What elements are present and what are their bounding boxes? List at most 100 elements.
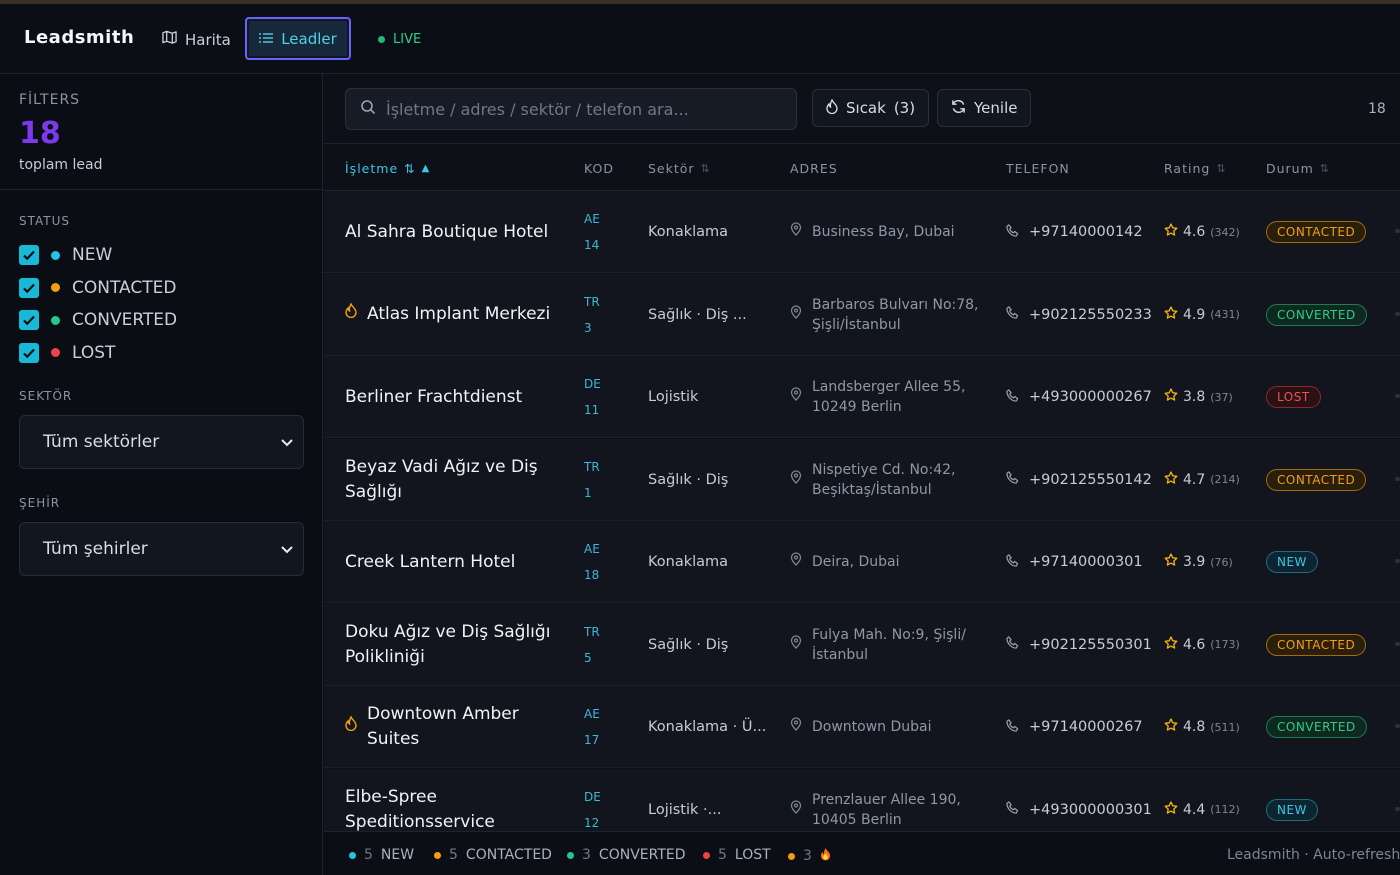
chevron-down-icon: [281, 539, 293, 559]
status-dot: [567, 851, 574, 859]
rating-value: 4.7: [1183, 471, 1206, 488]
lead-number: 14: [584, 238, 600, 252]
business-name: Creek Lantern Hotel: [345, 551, 516, 572]
phone-cell[interactable]: +97140000301: [1006, 521, 1143, 603]
hot-filter-count: (3): [893, 99, 916, 117]
table-row[interactable]: Creek Lantern Hotel AE 18 Konaklama Deira, D…: [324, 521, 1400, 603]
sector-text: Konaklama: [648, 554, 729, 570]
table-row[interactable]: Atlas Implant Merkezi TR 3 Sağlık · Diş ...…: [324, 273, 1400, 356]
flame-icon: [345, 302, 357, 327]
star-icon: [1164, 553, 1178, 571]
checkbox-checked-icon[interactable]: [19, 310, 39, 331]
rating-value: 3.9: [1183, 554, 1206, 570]
footer-stat-count: 5: [364, 847, 373, 863]
table-row[interactable]: Downtown Amber Suites AE 17 Konaklama · Ü..…: [324, 686, 1400, 768]
location-pin-icon: [790, 717, 802, 737]
phone-cell[interactable]: +493000000301: [1006, 769, 1152, 832]
kod-cell: DE 12: [584, 769, 624, 832]
phone-cell[interactable]: +902125550233: [1006, 274, 1152, 356]
phone-icon: [1006, 306, 1019, 323]
phone-text: +902125550301: [1029, 636, 1152, 653]
location-pin-icon: [790, 634, 802, 655]
review-count: (342): [1210, 225, 1240, 239]
search-box[interactable]: [345, 88, 797, 130]
row-action-handle[interactable]: [1395, 229, 1400, 233]
checkbox-checked-icon[interactable]: [19, 277, 39, 298]
phone-cell[interactable]: +493000000267: [1006, 356, 1152, 438]
lead-number: 1: [584, 485, 592, 500]
sector-cell: Konaklama: [648, 191, 728, 273]
sector-heading: SEKTÖR: [19, 389, 73, 403]
column-header-sector[interactable]: Sektör ⇅: [648, 161, 711, 176]
footer-stat-label: NEW: [380, 847, 415, 863]
status-filter-new[interactable]: NEW: [19, 239, 177, 272]
status-filter-contacted[interactable]: CONTACTED: [19, 272, 177, 305]
hot-filter-button[interactable]: Sıcak (3): [812, 89, 930, 127]
table-row[interactable]: Beyaz Vadi Ağız ve Diş Sağlığı TR 1 Sağlık …: [324, 438, 1400, 521]
column-kod-label: KOD: [584, 161, 614, 176]
review-count: (511): [1210, 720, 1240, 734]
phone-cell[interactable]: +97140000267: [1006, 686, 1143, 768]
rating-value: 4.9: [1183, 306, 1206, 323]
table-row[interactable]: Elbe-Spree Speditionsservice DE 12 Lojistik…: [324, 768, 1400, 832]
phone-text: +97140000267: [1029, 719, 1143, 735]
row-action-handle[interactable]: [1395, 806, 1400, 811]
footer-brand: Leadsmith · Auto-refresh 3: [1227, 847, 1400, 863]
column-header-business[interactable]: İşletme ⇅ ▲: [345, 161, 430, 176]
status-badge: CONVERTED: [1266, 716, 1367, 738]
city-select[interactable]: Tüm şehirler: [19, 522, 304, 576]
row-action-handle[interactable]: [1395, 559, 1400, 563]
sector-cell: Lojistik: [648, 356, 698, 438]
address-text: Landsberger Allee 55, 10249 Berlin: [812, 379, 966, 415]
column-address-label: ADRES: [790, 161, 838, 176]
nav-leads-button[interactable]: Leadler: [245, 17, 351, 60]
phone-text: +97140000142: [1029, 224, 1143, 240]
country-code: TR: [584, 459, 600, 474]
sector-select[interactable]: Tüm sektörler: [19, 415, 304, 469]
filters-heading: FİLTERS: [19, 92, 81, 108]
footer-stat-count: 5: [718, 847, 727, 863]
sector-cell: Sağlık · Diş: [648, 604, 728, 686]
column-header-status[interactable]: Durum ⇅: [1266, 161, 1330, 176]
status-filter-converted[interactable]: CONVERTED: [19, 304, 177, 337]
phone-cell[interactable]: +902125550142: [1006, 439, 1152, 521]
hot-filter-label: Sıcak: [846, 99, 886, 117]
column-phone-label: TELEFON: [1006, 161, 1070, 176]
table-row[interactable]: Doku Ağız ve Diş Sağlığı Polikliniği TR 5 S…: [324, 603, 1400, 686]
phone-text: +902125550142: [1029, 471, 1152, 488]
table-row[interactable]: Al Sahra Boutique Hotel AE 14 Konaklama Busi…: [324, 191, 1400, 273]
footer-stat-new: 5 NEW: [349, 847, 414, 863]
status-dot: [434, 851, 441, 859]
status-dot: [51, 250, 60, 260]
star-icon: [1164, 470, 1178, 489]
filters-sidebar: FİLTERS 18 toplam lead STATUS NEW CONTACT…: [0, 74, 323, 875]
kod-cell: DE 11: [584, 356, 624, 438]
sector-text: Konaklama: [648, 224, 729, 240]
address-cell: Prenzlauer Allee 190, 10405 Berlin: [790, 769, 990, 832]
row-action-handle[interactable]: [1395, 476, 1400, 481]
column-header-rating[interactable]: Rating ⇅: [1164, 161, 1227, 176]
status-filter-lost[interactable]: LOST: [19, 337, 177, 370]
checkbox-checked-icon[interactable]: [19, 342, 39, 363]
phone-cell[interactable]: +902125550301: [1006, 604, 1152, 686]
phone-cell[interactable]: +97140000142: [1006, 191, 1143, 273]
lead-number: 17: [584, 733, 600, 747]
total-lead-label: toplam lead: [19, 157, 103, 173]
sector-text: Sağlık · Diş: [648, 471, 729, 488]
sector-text: Lojistik: [648, 389, 699, 405]
business-name: Berliner Frachtdienst: [345, 386, 523, 407]
nav-map-button[interactable]: Harita: [162, 30, 231, 49]
status-cell: LOST: [1266, 356, 1321, 438]
row-action-handle[interactable]: [1395, 394, 1400, 398]
checkbox-checked-icon[interactable]: [19, 245, 39, 266]
search-input[interactable]: [386, 99, 786, 119]
status-cell: CONTACTED: [1266, 191, 1367, 273]
row-action-handle[interactable]: [1395, 641, 1400, 646]
refresh-button[interactable]: Yenile: [937, 89, 1032, 127]
row-action-handle[interactable]: [1395, 724, 1400, 728]
row-action-handle[interactable]: [1395, 311, 1400, 316]
table-row[interactable]: Berliner Frachtdienst DE 11 Lojistik Landsbe…: [324, 356, 1400, 438]
map-icon: [162, 30, 177, 49]
lead-number: 12: [584, 815, 600, 830]
rating-value: 4.6: [1183, 636, 1206, 653]
